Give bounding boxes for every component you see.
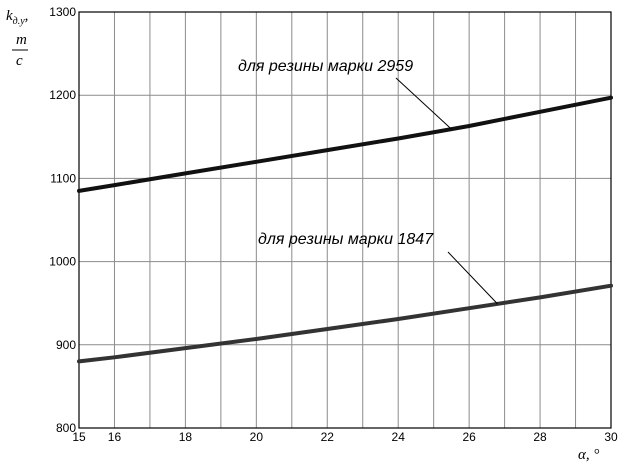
series-line-2: [77, 283, 613, 364]
y-tick-label: 1300: [49, 5, 76, 19]
annotation-leader-line-1: [395, 77, 452, 130]
y-axis-label: kд.у,: [6, 8, 28, 27]
x-tick-label: 28: [533, 430, 547, 444]
y-axis-unit-denominator: c: [16, 53, 23, 69]
x-tick-label: 20: [250, 430, 264, 444]
x-tick-label: 26: [462, 430, 476, 444]
x-tick-label: 18: [179, 430, 193, 444]
grid: [79, 12, 611, 428]
x-tick-label: 16: [108, 430, 122, 444]
annotation-leader-line-2: [447, 251, 498, 305]
y-axis-label-suffix: ,: [25, 8, 29, 24]
plot-frame: [78, 11, 612, 429]
x-axis-ticks: 15 16 18 20 22 24 26 28 30: [72, 430, 618, 444]
y-axis-unit-numerator: m: [16, 32, 27, 48]
series-group: [77, 95, 613, 364]
x-tick-label: 24: [392, 430, 406, 444]
y-tick-label: 1100: [50, 171, 76, 185]
x-tick-label: 30: [604, 430, 618, 444]
annotations: для резины марки 2959 для резины марки 18…: [238, 58, 498, 305]
x-tick-label: 22: [321, 430, 335, 444]
y-tick-label: 1000: [49, 255, 76, 269]
y-tick-label: 1200: [49, 88, 76, 102]
x-tick-label: 15: [72, 430, 86, 444]
series-annotation-1: для резины марки 2959: [238, 58, 413, 75]
y-tick-label: 800: [56, 421, 76, 435]
y-axis-ticks: 800 900 1000 1100 1200 1300: [49, 5, 76, 435]
y-axis-label-sub: д.у: [13, 16, 26, 27]
y-tick-label: 900: [56, 338, 76, 352]
series-line-1: [77, 95, 613, 193]
x-axis-label: α, °: [578, 447, 599, 463]
y-axis-label-main: k: [6, 8, 13, 24]
series-annotation-2: для резины марки 1847: [258, 231, 434, 248]
